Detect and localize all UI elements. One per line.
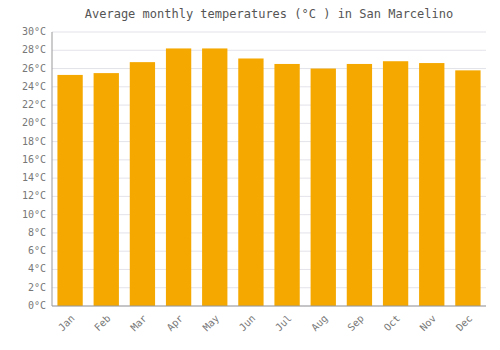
x-axis: Jan Feb Mar Apr May Jun Jul Aug Sep Oct Nov Dec [56,313,474,334]
bar [202,48,227,306]
y-tick-label: 30°C [22,26,46,37]
bar [455,70,480,306]
x-tick-label: Aug [309,313,330,334]
bar [311,69,336,306]
page: {"chart_data": {"type": "bar", "title": … [0,0,500,350]
bars [57,48,480,306]
grid-line [52,50,486,51]
x-tick-label: Nov [418,313,439,334]
x-tick-label: May [201,313,222,334]
y-tick-label: 4°C [28,263,46,274]
y-tick-label: 14°C [22,172,46,183]
y-tick-label: 18°C [22,136,46,147]
title: Average monthly temperatures (°C ) in Sa… [85,7,453,21]
grid [52,32,486,306]
y-tick-label: 10°C [22,209,46,220]
bar [130,62,155,306]
y-tick-label: 20°C [22,117,46,128]
y-tick-label: 2°C [28,282,46,293]
x-tick-label: Oct [382,313,403,334]
y-tick-label: 0°C [28,300,46,311]
x-tick-label: Dec [454,313,475,334]
bar [347,64,372,306]
grid-line [52,306,486,307]
x-tick-label: Feb [92,313,113,334]
x-tick-label: Sep [345,313,366,334]
chart-svg: 0°C 2°C 4°C 6°C 8°C 10°C 12°C 14°C 16°C 18°C 20°C 2… [0,0,500,350]
chart-container: 0°C 2°C 4°C 6°C 8°C 10°C 12°C 14°C 16°C 18°C 20°C 2… [0,0,500,350]
y-axis: 0°C 2°C 4°C 6°C 8°C 10°C 12°C 14°C 16°C 18°C 20°C 2… [22,26,46,311]
bar [57,75,82,306]
y-tick-label: 24°C [22,81,46,92]
bar [166,48,191,306]
y-tick-label: 8°C [28,227,46,238]
x-tick-label: Jul [273,313,294,334]
x-tick-label: Jan [56,313,77,334]
x-axis-line [52,306,486,307]
y-tick-label: 26°C [22,63,46,74]
bar [274,64,299,306]
x-tick-label: Jun [237,313,258,334]
y-tick-label: 16°C [22,154,46,165]
bar [238,58,263,306]
grid-line [52,32,486,33]
y-axis-line [52,32,53,306]
bar [383,61,408,306]
bar [419,63,444,306]
x-tick-label: Apr [165,313,186,334]
bar [94,73,119,306]
y-tick-label: 22°C [22,99,46,110]
y-tick-label: 12°C [22,190,46,201]
x-tick-label: Mar [128,313,149,334]
y-tick-label: 6°C [28,245,46,256]
y-tick-label: 28°C [22,44,46,55]
